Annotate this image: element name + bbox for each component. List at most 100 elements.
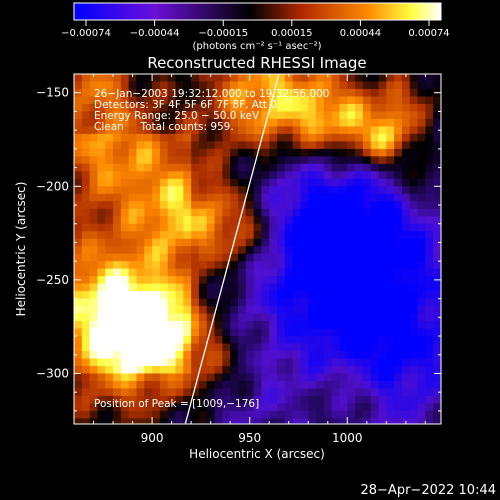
heatmap-cell: [331, 373, 341, 382]
heatmap-cell: [370, 201, 380, 210]
heatmap-cell: [120, 148, 130, 157]
heatmap-cell: [206, 343, 216, 352]
heatmap-cell: [409, 343, 419, 352]
heatmap-cell: [417, 156, 426, 165]
heatmap-cell: [113, 306, 122, 315]
heatmap-cell: [331, 276, 341, 285]
heatmap-cell: [284, 253, 294, 262]
heatmap-cell: [425, 306, 434, 315]
heatmap-cell: [159, 418, 169, 424]
heatmap-cell: [214, 193, 223, 202]
heatmap-cell: [370, 306, 380, 315]
heatmap-cell: [253, 193, 263, 202]
heatmap-cell: [191, 253, 200, 262]
heatmap-cell: [144, 201, 153, 210]
heatmap-cell: [347, 118, 356, 128]
heatmap-cell: [97, 321, 106, 330]
heatmap-cell: [105, 111, 114, 120]
heatmap-cell: [308, 216, 317, 225]
heatmap-cell: [347, 216, 356, 225]
heatmap-cell: [113, 231, 122, 240]
heatmap-cell: [89, 358, 99, 367]
heatmap-cell: [183, 313, 192, 322]
heatmap-cell: [394, 328, 403, 337]
heatmap-cell: [120, 358, 130, 367]
heatmap-cell: [409, 118, 419, 128]
heatmap-cell: [394, 276, 403, 285]
heatmap-cell: [222, 193, 231, 202]
heatmap-cell: [323, 96, 333, 105]
heatmap-cell: [97, 328, 106, 337]
heatmap-cell: [386, 365, 395, 375]
heatmap-cell: [386, 380, 395, 390]
heatmap-cell: [261, 178, 270, 187]
heatmap-cell: [331, 328, 341, 337]
heatmap-cell: [97, 96, 106, 105]
heatmap-cell: [300, 246, 309, 255]
heatmap-cell: [378, 395, 387, 405]
heatmap-cell: [355, 321, 364, 330]
heatmap-cell: [120, 246, 130, 255]
heatmap-cell: [159, 96, 169, 105]
heatmap-cell: [81, 403, 91, 412]
heatmap-cell: [128, 298, 138, 307]
heatmap-cell: [339, 148, 348, 157]
heatmap-cell: [89, 118, 99, 128]
heatmap-cell: [152, 201, 161, 210]
heatmap-cell: [167, 216, 177, 225]
heatmap-cell: [81, 380, 91, 390]
heatmap-cell: [269, 141, 278, 150]
heatmap-cell: [253, 81, 263, 90]
heatmap-cell: [292, 403, 302, 412]
heatmap-cell: [152, 343, 161, 352]
heatmap-cell: [167, 268, 177, 277]
heatmap-cell: [277, 223, 286, 232]
heatmap-cell: [136, 88, 145, 98]
heatmap-cell: [206, 283, 216, 292]
heatmap-cell: [261, 321, 270, 330]
heatmap-cell: [316, 283, 325, 292]
peak-position-label: Position of Peak = [1009,−176]: [94, 398, 259, 410]
heatmap-cell: [253, 238, 263, 247]
heatmap-cell: [183, 193, 192, 202]
heatmap-cell: [245, 81, 255, 90]
heatmap-cell: [409, 365, 419, 375]
heatmap-cell: [300, 343, 309, 352]
heatmap-cell: [89, 291, 99, 300]
heatmap-cell: [339, 74, 348, 83]
heatmap-cell: [292, 380, 302, 390]
heatmap-cell: [175, 208, 184, 217]
heatmap-cell: [425, 253, 434, 262]
heatmap-cell: [425, 276, 434, 285]
heatmap-cell: [136, 373, 145, 382]
heatmap-cell: [167, 261, 177, 270]
heatmap-cell: [183, 231, 192, 240]
heatmap-cell: [401, 283, 411, 292]
heatmap-cell: [433, 118, 441, 128]
heatmap-cell: [74, 186, 83, 195]
heatmap-cell: [378, 298, 387, 307]
heatmap-cell: [245, 193, 255, 202]
heatmap-cell: [362, 171, 372, 180]
heatmap-cell: [323, 171, 333, 180]
heatmap-cell: [308, 193, 317, 202]
heatmap-cell: [113, 148, 122, 157]
heatmap-cell: [159, 126, 169, 135]
heatmap-cell: [191, 163, 200, 172]
heatmap-cell: [261, 96, 270, 105]
heatmap-cell: [191, 246, 200, 255]
heatmap-cell: [316, 418, 325, 424]
heatmap-cell: [152, 321, 161, 330]
heatmap-cell: [183, 306, 192, 315]
heatmap-cell: [230, 403, 239, 412]
heatmap-cell: [378, 306, 387, 315]
heatmap-cell: [378, 201, 387, 210]
heatmap-cell: [269, 380, 278, 390]
heatmap-cell: [323, 74, 333, 83]
heatmap-cell: [386, 231, 395, 240]
heatmap-cell: [191, 306, 200, 315]
heatmap-cell: [159, 111, 169, 120]
heatmap-cell: [144, 238, 153, 247]
heatmap-cell: [425, 216, 434, 225]
heatmap-cell: [198, 81, 208, 90]
